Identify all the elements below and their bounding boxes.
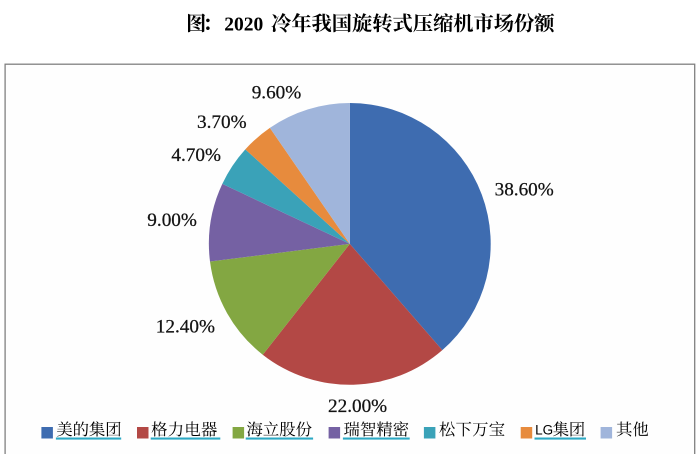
svg-text:4.70%: 4.70% xyxy=(171,145,221,166)
svg-text:LG: LG xyxy=(535,423,553,438)
svg-text:9.60%: 9.60% xyxy=(252,82,302,103)
svg-text:3.70%: 3.70% xyxy=(197,112,247,133)
svg-text:22.00%: 22.00% xyxy=(328,396,387,417)
svg-text:38.60%: 38.60% xyxy=(495,179,554,200)
svg-text:12.40%: 12.40% xyxy=(156,317,215,338)
svg-text:9.00%: 9.00% xyxy=(147,210,197,231)
svg-text:2020: 2020 xyxy=(224,15,263,36)
